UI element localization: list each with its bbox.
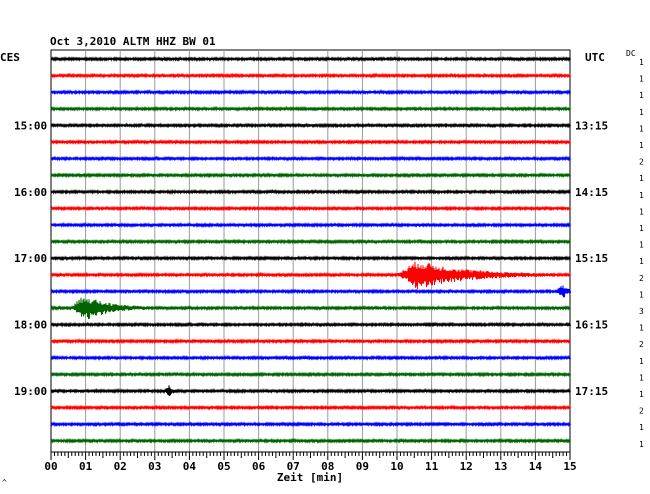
x-tick-group: 00 01 02 03 04 05 06 07 08 09 10 11 12 13 14 15 bbox=[44, 451, 577, 473]
row-scale-value: 1 bbox=[639, 224, 644, 233]
x-tick-label: 06 bbox=[252, 460, 266, 473]
row-scale-value: 1 bbox=[639, 390, 644, 399]
row-scale-value: 1 bbox=[639, 174, 644, 183]
utc-time-label: 15:15 bbox=[575, 252, 608, 265]
utc-zone-label: UTC bbox=[585, 51, 605, 64]
x-tick-label: 11 bbox=[425, 460, 439, 473]
x-axis-label: Zeit [min] bbox=[277, 471, 343, 484]
local-time-label: 17:00 bbox=[14, 252, 47, 265]
row-scale-value: 3 bbox=[639, 307, 644, 316]
trace-line bbox=[50, 371, 571, 378]
x-tick-label: 14 bbox=[529, 460, 543, 473]
trace-line bbox=[50, 89, 571, 96]
utc-time-label: 14:15 bbox=[575, 186, 608, 199]
trace-line bbox=[50, 72, 571, 79]
trace-line bbox=[50, 205, 571, 212]
x-tick-label: 05 bbox=[217, 460, 230, 473]
x-tick-label: 07 bbox=[287, 460, 300, 473]
x-tick-label: 15 bbox=[563, 460, 576, 473]
time-label-group: 15:00 16:00 17:00 18:00 19:00 13:15 14:15 15:15… bbox=[14, 58, 644, 449]
trace-line bbox=[50, 172, 571, 179]
trace-line bbox=[50, 55, 571, 63]
trace-line bbox=[50, 255, 571, 262]
chart-title: Oct 3,2010 ALTM HHZ BW 01 bbox=[50, 35, 216, 48]
row-scale-value: 1 bbox=[639, 324, 644, 333]
trace-line bbox=[50, 238, 571, 245]
trace-line bbox=[50, 221, 571, 229]
row-scale-value: 1 bbox=[639, 91, 644, 100]
x-tick-label: 04 bbox=[183, 460, 197, 473]
trace-line bbox=[50, 105, 571, 112]
row-scale-value: 1 bbox=[639, 58, 644, 67]
row-scale-value: 1 bbox=[639, 141, 644, 150]
local-time-label: 18:00 bbox=[14, 319, 47, 332]
trace-line bbox=[50, 404, 571, 411]
local-time-label: 16:00 bbox=[14, 186, 47, 199]
x-tick-label: 12 bbox=[460, 460, 473, 473]
row-scale-value: 1 bbox=[639, 290, 644, 299]
utc-time-label: 17:15 bbox=[575, 385, 608, 398]
trace-line bbox=[50, 188, 571, 195]
trace-line bbox=[50, 155, 571, 162]
trace-line bbox=[50, 437, 571, 444]
trace-line bbox=[50, 354, 571, 361]
trace-group bbox=[50, 55, 571, 444]
row-scale-value: 1 bbox=[639, 357, 644, 366]
corner-mark: ^ bbox=[2, 478, 7, 487]
trace-line bbox=[50, 385, 571, 397]
trace-line bbox=[50, 285, 571, 298]
x-tick-label: 09 bbox=[356, 460, 369, 473]
utc-time-label: 16:15 bbox=[575, 319, 608, 332]
local-time-label: 15:00 bbox=[14, 119, 47, 132]
row-scale-value: 1 bbox=[639, 191, 644, 200]
utc-time-label: 13:15 bbox=[575, 119, 608, 132]
x-tick-label: 10 bbox=[390, 460, 403, 473]
row-scale-value: 1 bbox=[639, 241, 644, 250]
row-scale-value: 1 bbox=[639, 124, 644, 133]
row-scale-value: 1 bbox=[639, 108, 644, 117]
trace-line bbox=[50, 122, 571, 129]
local-zone-label: CES bbox=[0, 51, 20, 64]
plot-grid bbox=[50, 49, 571, 453]
row-scale-value: 2 bbox=[639, 340, 644, 349]
row-scale-value: 1 bbox=[639, 440, 644, 449]
row-scale-value: 2 bbox=[639, 274, 644, 283]
trace-line bbox=[50, 321, 571, 328]
x-tick-label: 00 bbox=[44, 460, 57, 473]
trace-line bbox=[50, 338, 571, 345]
row-scale-value: 2 bbox=[639, 158, 644, 167]
row-scale-value: 1 bbox=[639, 75, 644, 84]
row-scale-value: 1 bbox=[639, 207, 644, 216]
local-time-label: 19:00 bbox=[14, 385, 47, 398]
x-tick-label: 01 bbox=[79, 460, 93, 473]
x-tick-label: 03 bbox=[148, 460, 161, 473]
trace-line bbox=[50, 421, 571, 428]
row-scale-value: 1 bbox=[639, 373, 644, 382]
trace-line bbox=[50, 297, 571, 320]
trace-line bbox=[50, 261, 571, 290]
row-scale-value: 1 bbox=[639, 423, 644, 432]
row-scale-value: 2 bbox=[639, 407, 644, 416]
x-tick-label: 13 bbox=[494, 460, 507, 473]
scale-column-header: DC bbox=[626, 49, 636, 58]
x-tick-label: 02 bbox=[114, 460, 127, 473]
trace-line bbox=[50, 138, 571, 146]
row-scale-value: 1 bbox=[639, 257, 644, 266]
x-tick-label: 08 bbox=[321, 460, 334, 473]
